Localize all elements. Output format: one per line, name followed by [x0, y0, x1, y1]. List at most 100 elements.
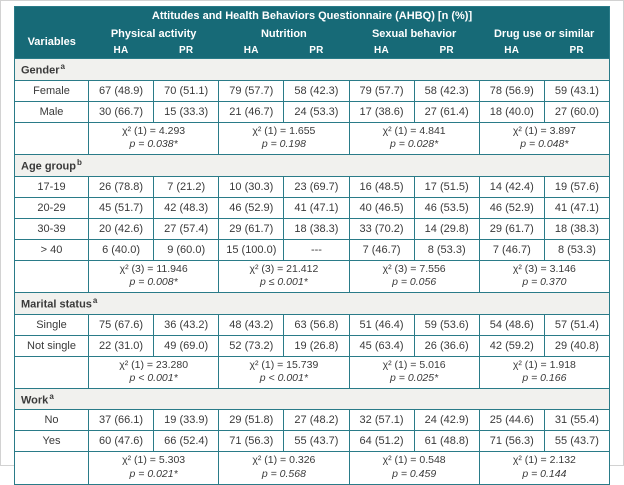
- chi-square-value: χ² (1) = 1.655: [252, 124, 316, 137]
- p-value: p = 0.568: [261, 468, 306, 481]
- stats-row: χ² (1) = 4.293 p = 0.038* χ² (1) = 1.655 p …: [14, 121, 611, 155]
- chi-square-value: χ² (1) = 4.293: [122, 124, 186, 137]
- stats-row: χ² (3) = 11.946 p = 0.008* χ² (3) = 21.412…: [14, 259, 611, 293]
- group-header-sexual-behavior: Sexual behavior: [349, 25, 480, 43]
- table-title: Attitudes and Health Behaviors Questionn…: [14, 6, 610, 26]
- value-cell: 75 (67.6): [87, 313, 155, 336]
- value-cell: 21 (46.7): [218, 100, 285, 123]
- group-header-nutrition: Nutrition: [218, 25, 349, 43]
- chi-square-value: χ² (1) = 3.897: [512, 124, 576, 137]
- value-cell: ---: [283, 238, 350, 261]
- p-value: p < 0.001*: [259, 372, 308, 385]
- subcolumn-header-row: HA PR HA PR HA PR HA PR: [15, 42, 610, 59]
- value-cell: 8 (53.3): [543, 238, 611, 261]
- subcol-ha: HA: [218, 42, 284, 59]
- value-cell: 20 (42.6): [87, 217, 155, 240]
- p-value: p ≤ 0.001*: [259, 276, 308, 289]
- table-row: Single 75 (67.6) 36 (43.2) 48 (43.2) 63 (56.…: [14, 313, 611, 336]
- value-cell: 7 (46.7): [478, 238, 545, 261]
- value-cell: 45 (51.7): [87, 196, 155, 219]
- chi-square-value: χ² (3) = 7.556: [382, 262, 446, 275]
- p-value: p = 0.048*: [520, 138, 569, 151]
- chi-square-value: χ² (1) = 23.280: [119, 358, 189, 371]
- row-label-cell: Male: [14, 100, 89, 123]
- value-cell: 22 (31.0): [87, 334, 155, 357]
- value-cell: 45 (63.4): [348, 334, 415, 357]
- value-cell: 27 (60.0): [543, 100, 611, 123]
- p-value: p = 0.166: [522, 372, 567, 385]
- value-cell: 71 (56.3): [478, 430, 545, 453]
- table-row: Not single 22 (31.0) 49 (69.0) 52 (73.2) 19 …: [14, 334, 611, 357]
- value-cell: 23 (69.7): [283, 175, 350, 198]
- value-cell: 55 (43.7): [543, 430, 611, 453]
- p-value: p = 0.056: [392, 276, 437, 289]
- chi-square-cell: χ² (3) = 21.412 p ≤ 0.001*: [218, 259, 350, 293]
- value-cell: 31 (55.4): [543, 409, 611, 432]
- p-value: p = 0.144: [522, 468, 567, 481]
- section-row: Gendera: [14, 58, 610, 81]
- subcol-ha: HA: [88, 42, 154, 59]
- value-cell: 66 (52.4): [153, 430, 220, 453]
- chi-square-cell: χ² (1) = 3.897 p = 0.048*: [478, 121, 611, 155]
- subcol-pr: PR: [414, 42, 480, 59]
- row-label-cell: Female: [14, 79, 89, 102]
- value-cell: 29 (61.7): [218, 217, 285, 240]
- value-cell: 71 (56.3): [218, 430, 285, 453]
- value-cell: 79 (57.7): [348, 79, 415, 102]
- stats-row: χ² (1) = 5.303 p = 0.021* χ² (1) = 0.326 p …: [14, 451, 611, 485]
- value-cell: 16 (48.5): [348, 175, 415, 198]
- value-cell: 7 (21.2): [153, 175, 220, 198]
- value-cell: 27 (48.2): [283, 409, 350, 432]
- p-value: p = 0.008*: [129, 276, 178, 289]
- p-value: p = 0.198: [261, 138, 306, 151]
- stats-empty-cell: [14, 259, 89, 293]
- chi-square-cell: χ² (1) = 5.016 p = 0.025*: [348, 355, 480, 389]
- section-label: Gender: [21, 64, 60, 77]
- value-cell: 59 (53.6): [413, 313, 480, 336]
- section-superscript: a: [60, 62, 65, 71]
- table-header: Attitudes and Health Behaviors Questionn…: [14, 6, 610, 59]
- p-value: p = 0.038*: [129, 138, 178, 151]
- row-label-cell: 17-19: [14, 175, 89, 198]
- stats-empty-cell: [14, 451, 89, 485]
- p-value: p = 0.025*: [390, 372, 439, 385]
- value-cell: 10 (30.3): [218, 175, 285, 198]
- subcol-pr: PR: [153, 42, 219, 59]
- chi-square-cell: χ² (3) = 11.946 p = 0.008*: [87, 259, 220, 293]
- variables-column-header: Variables: [14, 25, 89, 59]
- table-row: Yes 60 (47.6) 66 (52.4) 71 (56.3) 55 (43.7) 6…: [14, 430, 611, 453]
- section-row: Worka: [14, 387, 610, 411]
- value-cell: 24 (53.3): [283, 100, 350, 123]
- stats-row: χ² (1) = 23.280 p < 0.001* χ² (1) = 15.739…: [14, 355, 611, 389]
- chi-square-cell: χ² (3) = 7.556 p = 0.056: [348, 259, 480, 293]
- value-cell: 18 (38.3): [283, 217, 350, 240]
- value-cell: 78 (56.9): [478, 79, 545, 102]
- value-cell: 57 (51.4): [543, 313, 611, 336]
- p-value: p = 0.028*: [390, 138, 439, 151]
- value-cell: 37 (66.1): [87, 409, 155, 432]
- chi-square-value: χ² (1) = 4.841: [382, 124, 446, 137]
- value-cell: 79 (57.7): [218, 79, 285, 102]
- value-cell: 33 (70.2): [348, 217, 415, 240]
- value-cell: 29 (51.8): [218, 409, 285, 432]
- value-cell: 55 (43.7): [283, 430, 350, 453]
- value-cell: 51 (46.4): [348, 313, 415, 336]
- value-cell: 14 (42.4): [478, 175, 545, 198]
- p-value: p = 0.021*: [129, 468, 178, 481]
- chi-square-cell: χ² (1) = 5.303 p = 0.021*: [87, 451, 220, 485]
- value-cell: 59 (43.1): [543, 79, 611, 102]
- value-cell: 19 (57.6): [543, 175, 611, 198]
- section-row: Age groupb: [14, 153, 610, 177]
- chi-square-cell: χ² (3) = 3.146 p = 0.370: [478, 259, 611, 293]
- value-cell: 70 (51.1): [153, 79, 220, 102]
- stats-empty-cell: [14, 355, 89, 389]
- table-row: 20-29 45 (51.7) 42 (48.3) 46 (52.9) 41 (47.1…: [14, 196, 611, 219]
- table-body: Gendera Female 67 (48.9) 70 (51.1) 79 (57.7)…: [14, 58, 611, 485]
- chi-square-cell: χ² (1) = 15.739 p < 0.001*: [218, 355, 350, 389]
- row-label-cell: No: [14, 409, 89, 432]
- section-label-cell: Marital statusa: [14, 291, 610, 315]
- value-cell: 15 (33.3): [153, 100, 220, 123]
- section-row: Marital statusa: [14, 291, 610, 315]
- value-cell: 14 (29.8): [413, 217, 480, 240]
- value-cell: 48 (43.2): [218, 313, 285, 336]
